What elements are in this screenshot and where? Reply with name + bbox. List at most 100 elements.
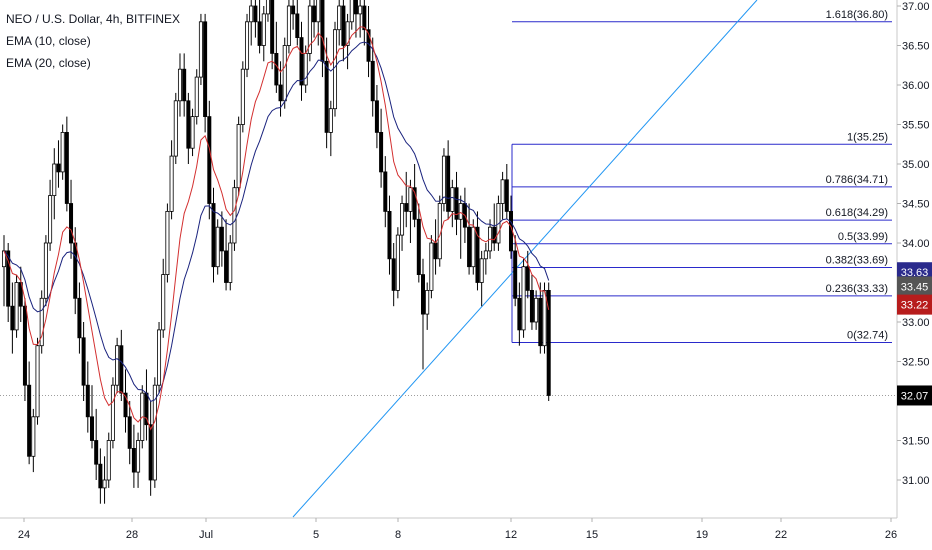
candle-body [35, 345, 40, 418]
price-tick-label: 35.00 [902, 159, 930, 171]
candle-body [538, 297, 543, 347]
price-badge [897, 276, 932, 297]
candle-body [131, 447, 136, 473]
fib-level-label: 0.5(33.99) [838, 231, 888, 243]
ema-20-legend[interactable]: EMA (20, close) [6, 56, 91, 70]
candle-body [333, 29, 338, 110]
candle-body [177, 68, 182, 102]
candle-body [186, 100, 191, 149]
candle-body [479, 258, 484, 283]
candle-body [56, 163, 61, 173]
time-tick-label: 5 [313, 529, 319, 541]
candle-body [182, 68, 187, 102]
candle-body [152, 384, 157, 481]
candle-body [270, 0, 275, 54]
candle-body [458, 203, 463, 220]
candle-body [529, 289, 534, 323]
price-tick-label: 36.50 [902, 41, 930, 53]
time-tick-label: 22 [775, 529, 787, 541]
candle-body [320, 0, 325, 62]
candle-body [467, 226, 472, 268]
candle-body [110, 384, 115, 441]
ema-20-line [3, 41, 550, 403]
candle-body [236, 124, 241, 189]
candle-body [404, 203, 409, 212]
candle-body [412, 187, 417, 220]
candle-body [211, 203, 216, 268]
candle-body [69, 203, 74, 244]
candle-body [73, 242, 78, 299]
fib-level-label: 0.618(34.29) [826, 207, 888, 219]
candle-body [379, 131, 384, 173]
price-badge [897, 385, 932, 406]
candle-body [123, 392, 128, 418]
candle-body [274, 53, 279, 86]
candle-body [161, 274, 166, 331]
candle-body [81, 337, 86, 386]
candle-body [471, 226, 476, 268]
candle-body [400, 203, 405, 236]
trendline[interactable] [292, 0, 758, 518]
candle-body [6, 250, 11, 307]
price-tick-label: 31.00 [902, 475, 930, 487]
candle-body [219, 226, 224, 252]
candle-body [215, 226, 220, 268]
candle-body [228, 242, 233, 283]
candle-body [387, 210, 392, 260]
ema-10-line [3, 26, 550, 431]
candle-body [328, 108, 333, 133]
candle-body [546, 289, 551, 396]
candle-body [39, 297, 44, 347]
candle-body [240, 68, 245, 125]
price-tick-label: 36.00 [902, 80, 930, 92]
candle-body [429, 242, 434, 291]
candle-body [542, 289, 547, 347]
candle-body [157, 329, 162, 386]
candle-body [416, 218, 421, 276]
candle-body [521, 266, 526, 331]
candle-body [102, 479, 107, 489]
candle-body [374, 100, 379, 133]
time-axis-background[interactable] [0, 518, 932, 550]
candle-body [500, 179, 505, 204]
candle-body [454, 187, 459, 220]
candle-body [60, 131, 65, 173]
fib-level-label: 1.618(36.80) [826, 9, 888, 21]
candle-body [194, 76, 199, 117]
price-tick-label: 37.00 [902, 1, 930, 13]
price-tick-label: 34.00 [902, 238, 930, 250]
candle-body [282, 45, 287, 102]
candle-body [207, 116, 212, 204]
candle-body [115, 345, 120, 386]
candle-body [420, 274, 425, 315]
price-axis-background[interactable] [897, 0, 932, 518]
price-badge-label: 33.22 [901, 300, 929, 312]
time-tick-label: 24 [18, 529, 30, 541]
candle-body [353, 0, 358, 15]
candle-body [265, 0, 270, 15]
candle-body [43, 242, 48, 299]
candle-body [119, 345, 124, 394]
candle-body [312, 5, 317, 23]
candle-body [136, 440, 141, 473]
price-tick-label: 34.50 [902, 199, 930, 211]
candle-body [85, 384, 90, 418]
fib-level-label: 0.236(33.33) [826, 283, 888, 295]
fib-level-label: 0.786(34.71) [826, 174, 888, 186]
price-badge-label: 33.63 [901, 267, 929, 279]
candle-body [370, 60, 375, 102]
candle-body [358, 5, 363, 15]
candle-body [165, 210, 170, 275]
symbol-title[interactable]: NEO / U.S. Dollar, 4h, BITFINEX [6, 12, 181, 26]
ema-10-legend[interactable]: EMA (10, close) [6, 34, 91, 48]
candle-body [324, 60, 329, 133]
candle-body [98, 463, 103, 489]
time-tick-label: 28 [126, 529, 138, 541]
fibonacci-extension[interactable]: 1.618(36.80) 1(35.25) 0.786(34.71) 0.618(34… [511, 9, 892, 344]
candle-body [441, 155, 446, 204]
candle-body [341, 5, 346, 46]
time-axis-ticks: 24 28 Jul 5 8 12 15 19 22 26 [18, 518, 897, 541]
candle-body [492, 226, 497, 244]
candle-body [232, 187, 237, 244]
